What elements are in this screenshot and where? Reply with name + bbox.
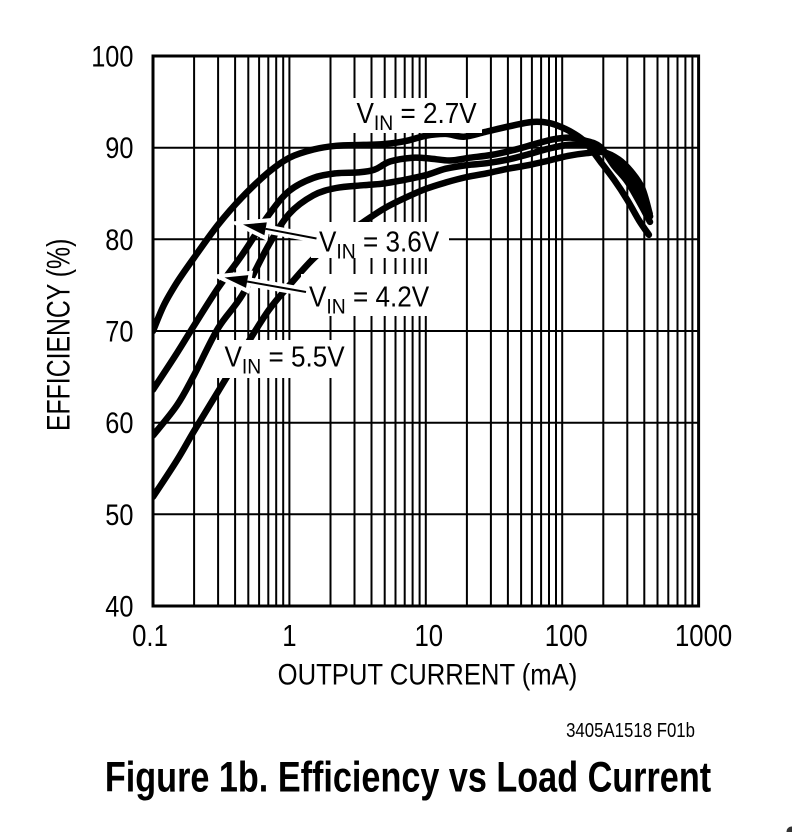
svg-text:0.1: 0.1 — [132, 619, 168, 654]
svg-text:10: 10 — [414, 619, 443, 654]
svg-text:1: 1 — [282, 619, 296, 654]
svg-text:1000: 1000 — [675, 619, 732, 654]
svg-text:60: 60 — [105, 406, 133, 439]
svg-text:EFFICIENCY (%): EFFICIENCY (%) — [42, 239, 78, 431]
svg-text:100: 100 — [91, 39, 133, 72]
svg-text:80: 80 — [105, 223, 133, 256]
svg-text:3405A1518 F01b: 3405A1518 F01b — [566, 718, 695, 741]
svg-text:50: 50 — [105, 498, 133, 531]
svg-text:40: 40 — [105, 589, 133, 622]
svg-text:100: 100 — [545, 619, 588, 654]
svg-text:Figure 1b. Efficiency vs Load: Figure 1b. Efficiency vs Load Current — [105, 754, 711, 801]
svg-text:OUTPUT CURRENT (mA): OUTPUT CURRENT (mA) — [278, 658, 578, 691]
svg-text:90: 90 — [105, 131, 133, 164]
svg-text:70: 70 — [105, 314, 133, 347]
